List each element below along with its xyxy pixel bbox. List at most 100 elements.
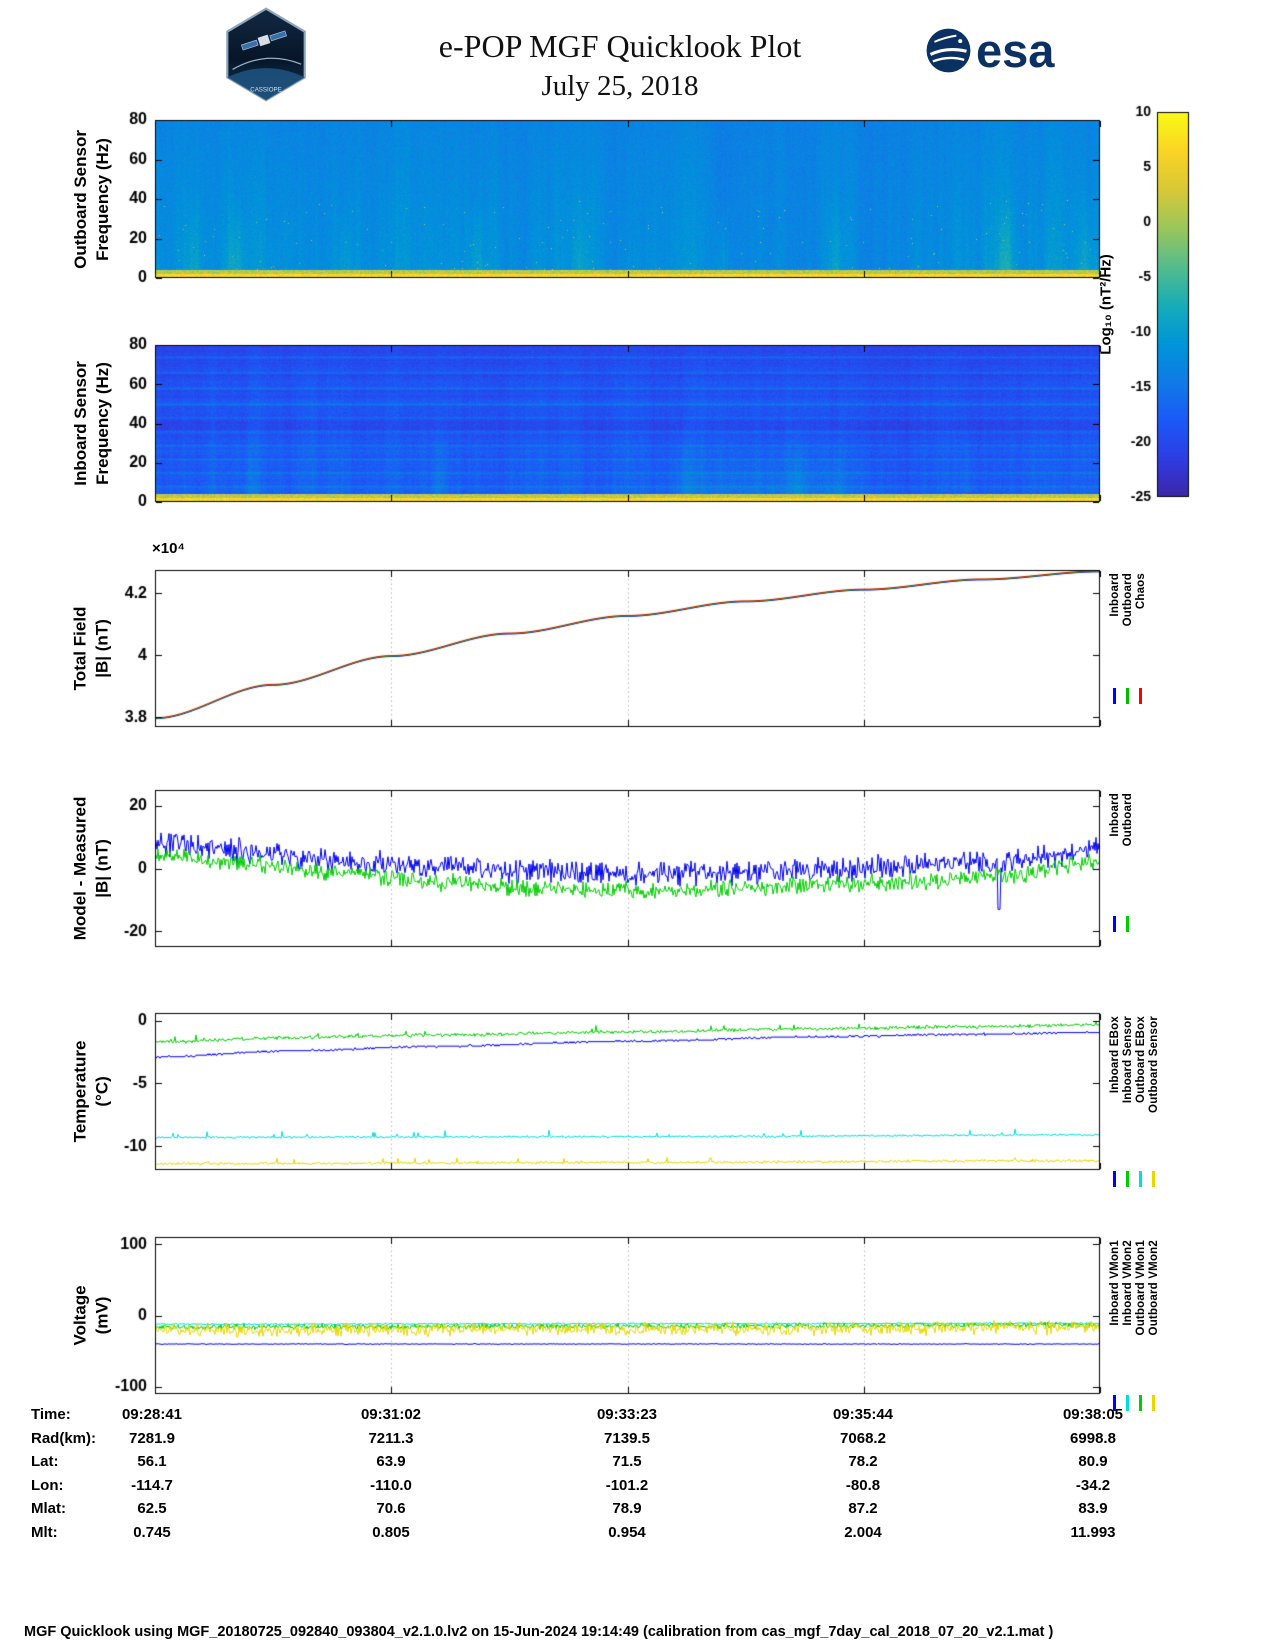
ephemeris-value: 0.745: [133, 1523, 171, 1541]
legend-temperature: Inboard EBox Inboard Sensor Outboard EBox O…: [1108, 1016, 1160, 1187]
legend-label: Outboard: [1121, 573, 1134, 627]
legend-entry: Inboard: [1108, 793, 1121, 932]
legend-entry: Outboard EBox: [1134, 1016, 1147, 1187]
ephemeris-row: Rad(km): 7281.9 7211.3 7139.5 7068.2 6998.8: [0, 1430, 1275, 1454]
footer-note: MGF Quicklook using MGF_20180725_092840_…: [24, 1624, 1054, 1640]
legend-label: Outboard VMon1: [1134, 1240, 1147, 1336]
ephemeris-row: Lon: -114.7 -110.0 -101.2 -80.8 -34.2: [0, 1477, 1275, 1501]
legend-color-dash: [1152, 1395, 1155, 1411]
ephemeris-value: 71.5: [612, 1453, 642, 1471]
colorbar-label: Log₁₀ (nT²/Hz): [1097, 254, 1115, 355]
ephemeris-row: Lat: 56.1 63.9 71.5 78.2 80.9: [0, 1453, 1275, 1477]
legend-entry: Outboard Sensor: [1147, 1016, 1160, 1187]
legend-label: Outboard VMon2: [1147, 1240, 1160, 1336]
legend-entry: Outboard: [1121, 793, 1134, 932]
colorbar-label-wrap: Log₁₀ (nT²/Hz): [1093, 112, 1119, 497]
ephemeris-value: 09:38:05: [1062, 1406, 1124, 1423]
ephemeris-value: 7068.2: [840, 1429, 886, 1447]
ephemeris-row-label: Lon:: [31, 1476, 64, 1494]
legend-color-dash: [1113, 1395, 1116, 1411]
ephemeris-row: Time: 09:28:41 09:31:02 09:33:23 09:35:44 09:…: [0, 1406, 1275, 1430]
y-axis-scale-label: ×10⁴: [152, 540, 185, 557]
legend-total-field: Inboard Outboard Chaos: [1108, 573, 1147, 704]
legend-voltage: Inboard VMon1 Inboard VMon2 Outboard VMon1…: [1108, 1240, 1160, 1411]
legend-color-dash: [1126, 1171, 1129, 1187]
header: CASSIOPE e-POP MGF Quicklook Plot July 2…: [0, 0, 1275, 115]
ephemeris-value: 7281.9: [129, 1429, 175, 1447]
legend-label: Inboard VMon1: [1108, 1240, 1121, 1326]
legend-color-dash: [1152, 1171, 1155, 1187]
ephemeris-row: Mlat: 62.5 70.6 78.9 87.2 83.9: [0, 1500, 1275, 1524]
ephemeris-value: 11.993: [1070, 1523, 1116, 1541]
legend-color-dash: [1113, 1171, 1116, 1187]
ephemeris-value: 56.1: [137, 1453, 167, 1471]
title-block: e-POP MGF Quicklook Plot July 25, 2018: [300, 26, 940, 106]
ephemeris-value: 7211.3: [368, 1429, 414, 1447]
ephemeris-value: 0.954: [608, 1523, 646, 1541]
legend-label: Inboard: [1108, 793, 1121, 837]
ephemeris-value: 70.6: [376, 1500, 406, 1518]
ephemeris-value: 83.9: [1078, 1500, 1108, 1518]
plot-title: e-POP MGF Quicklook Plot: [438, 28, 802, 64]
ephemeris-row-label: Time:: [31, 1406, 71, 1423]
cassiope-mission-badge-icon: CASSIOPE: [226, 7, 306, 102]
cassiope-badge-text: CASSIOPE: [250, 86, 281, 93]
legend-color-dash: [1139, 1171, 1142, 1187]
legend-entry: Inboard VMon1: [1108, 1240, 1121, 1411]
legend-label: Outboard EBox: [1134, 1016, 1147, 1103]
esa-emblem-icon: [926, 28, 971, 73]
legend-label: Inboard Sensor: [1121, 1016, 1134, 1104]
ephemeris-value: 63.9: [376, 1453, 406, 1471]
legend-color-dash: [1139, 688, 1142, 704]
legend-color-dash: [1126, 916, 1129, 932]
ephemeris-value: 78.9: [612, 1500, 642, 1518]
ephemeris-value: 80.9: [1078, 1453, 1108, 1471]
ephemeris-value: 2.004: [844, 1523, 882, 1541]
plot-date: July 25, 2018: [541, 70, 699, 102]
ephemeris-value: 7139.5: [604, 1429, 650, 1447]
ephemeris-value: 6998.8: [1070, 1429, 1116, 1447]
legend-label: Outboard: [1121, 793, 1134, 847]
ephemeris-value: -34.2: [1075, 1476, 1111, 1494]
legend-color-dash: [1126, 688, 1129, 704]
ephemeris-value: 62.5: [137, 1500, 167, 1518]
legend-label: Inboard EBox: [1108, 1016, 1121, 1094]
legend-color-dash: [1113, 688, 1116, 704]
legend-label: Inboard: [1108, 573, 1121, 617]
ephemeris-value: -110.0: [370, 1476, 412, 1494]
ephemeris-value: 09:28:41: [121, 1406, 183, 1423]
ephemeris-row-label: Lat:: [31, 1453, 59, 1471]
ephemeris-value: 87.2: [848, 1500, 878, 1518]
legend-label: Inboard VMon2: [1121, 1240, 1134, 1326]
ephemeris-value: -114.7: [131, 1476, 173, 1494]
legend-entry: Outboard VMon1: [1134, 1240, 1147, 1411]
ephemeris-row-label: Mlat:: [31, 1500, 66, 1518]
ephemeris-value: 09:31:02: [360, 1406, 422, 1423]
legend-color-dash: [1126, 1395, 1129, 1411]
legend-entry: Chaos: [1134, 573, 1147, 704]
satellite-icon: [240, 30, 287, 51]
esa-wordmark: esa: [976, 24, 1055, 77]
ephemeris-table: Time: 09:28:41 09:31:02 09:33:23 09:35:44 09:…: [0, 1406, 1275, 1548]
ephemeris-row: Mlt: 0.745 0.805 0.954 2.004 11.993: [0, 1524, 1275, 1548]
ephemeris-value: 09:35:44: [832, 1406, 894, 1423]
legend-entry: Inboard: [1108, 573, 1121, 704]
legend-entry: Inboard EBox: [1108, 1016, 1121, 1187]
legend-entry: Outboard VMon2: [1147, 1240, 1160, 1411]
ephemeris-value: -80.8: [845, 1476, 881, 1494]
legend-entry: Inboard Sensor: [1121, 1016, 1134, 1187]
legend-color-dash: [1139, 1395, 1142, 1411]
legend-label: Outboard Sensor: [1147, 1016, 1160, 1113]
legend-model-minus-measured: Inboard Outboard: [1108, 793, 1134, 932]
ephemeris-value: -101.2: [605, 1476, 649, 1494]
ephemeris-row-label: Mlt:: [31, 1523, 58, 1541]
ephemeris-value: 0.805: [372, 1523, 410, 1541]
legend-color-dash: [1113, 916, 1116, 932]
legend-entry: Inboard VMon2: [1121, 1240, 1134, 1411]
esa-logo: esa: [925, 27, 1054, 74]
legend-entry: Outboard: [1121, 573, 1134, 704]
legend-label: Chaos: [1134, 573, 1147, 610]
ephemeris-value: 78.2: [848, 1453, 878, 1471]
